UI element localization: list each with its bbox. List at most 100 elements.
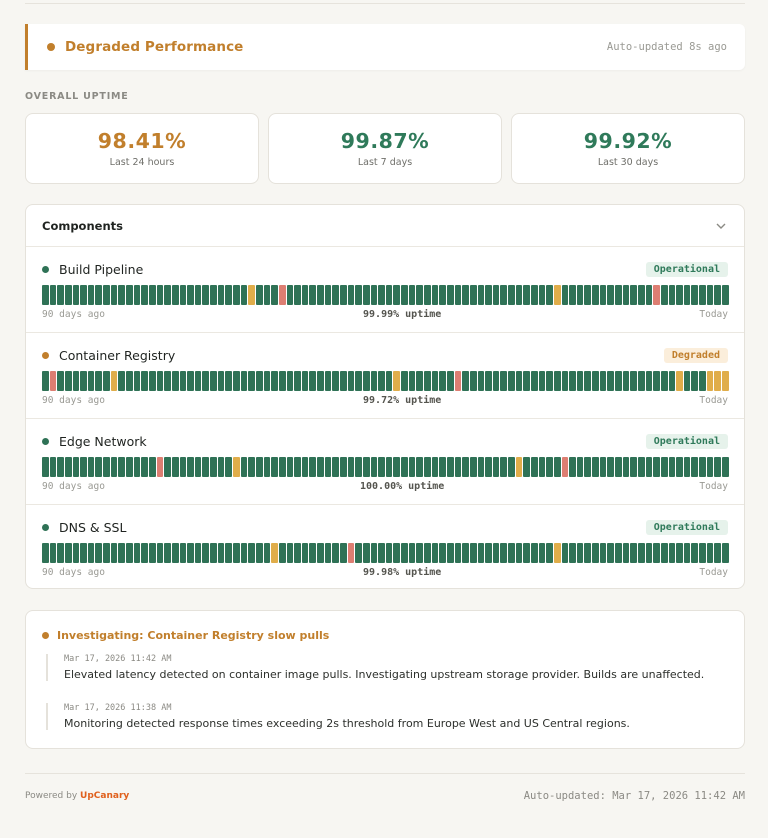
uptime-bar-up[interactable]: [569, 285, 576, 305]
uptime-bar-up[interactable]: [592, 285, 599, 305]
uptime-bar-up[interactable]: [42, 543, 49, 563]
uptime-bar-up[interactable]: [324, 457, 332, 477]
uptime-bar-up[interactable]: [431, 285, 439, 305]
uptime-bar-up[interactable]: [339, 285, 347, 305]
uptime-bar-up[interactable]: [141, 371, 148, 391]
uptime-bar-up[interactable]: [553, 457, 561, 477]
uptime-bar-up[interactable]: [546, 285, 553, 305]
uptime-bar-up[interactable]: [286, 285, 294, 305]
uptime-bar-up[interactable]: [332, 371, 339, 391]
uptime-bar-up[interactable]: [691, 543, 699, 563]
uptime-bar-up[interactable]: [278, 543, 286, 563]
uptime-bar-up[interactable]: [194, 371, 202, 391]
uptime-bar-up[interactable]: [637, 457, 645, 477]
uptime-bar-up[interactable]: [240, 285, 248, 305]
uptime-bar-up[interactable]: [103, 285, 110, 305]
uptime-bar-up[interactable]: [485, 285, 492, 305]
uptime-bar-degraded[interactable]: [553, 543, 561, 563]
uptime-bar-up[interactable]: [110, 543, 118, 563]
uptime-bar-up[interactable]: [385, 457, 393, 477]
uptime-bar-up[interactable]: [424, 457, 431, 477]
uptime-bar-up[interactable]: [706, 543, 714, 563]
uptime-bar-up[interactable]: [225, 543, 233, 563]
uptime-bar-up[interactable]: [500, 543, 508, 563]
uptime-bar-up[interactable]: [668, 457, 676, 477]
uptime-bar-up[interactable]: [462, 543, 469, 563]
uptime-bar-up[interactable]: [263, 543, 271, 563]
uptime-bar-up[interactable]: [309, 457, 317, 477]
uptime-bar-up[interactable]: [64, 371, 72, 391]
uptime-bar-up[interactable]: [286, 543, 294, 563]
uptime-bar-up[interactable]: [103, 457, 110, 477]
uptime-bar-up[interactable]: [416, 457, 424, 477]
uptime-bar-up[interactable]: [607, 371, 615, 391]
uptime-bar-up[interactable]: [508, 543, 515, 563]
uptime-bar-up[interactable]: [546, 543, 553, 563]
uptime-bar-up[interactable]: [469, 543, 477, 563]
uptime-bar-up[interactable]: [233, 543, 240, 563]
uptime-bar-up[interactable]: [355, 371, 362, 391]
uptime-bar-up[interactable]: [187, 285, 194, 305]
uptime-bar-up[interactable]: [87, 543, 95, 563]
uptime-bar-up[interactable]: [309, 371, 317, 391]
uptime-bar-up[interactable]: [576, 285, 584, 305]
uptime-bar-up[interactable]: [80, 371, 87, 391]
uptime-bar-degraded[interactable]: [515, 457, 523, 477]
uptime-bar-up[interactable]: [202, 285, 210, 305]
uptime-bar-up[interactable]: [332, 285, 339, 305]
uptime-bar-up[interactable]: [637, 371, 645, 391]
uptime-bar-degraded[interactable]: [271, 543, 278, 563]
uptime-bar-up[interactable]: [263, 371, 271, 391]
uptime-bar-up[interactable]: [255, 285, 263, 305]
uptime-bar-up[interactable]: [607, 457, 615, 477]
uptime-bar-up[interactable]: [355, 457, 362, 477]
uptime-bar-up[interactable]: [72, 543, 80, 563]
uptime-bar-degraded[interactable]: [706, 371, 714, 391]
uptime-bar-up[interactable]: [645, 457, 653, 477]
uptime-bar-degraded[interactable]: [233, 457, 240, 477]
uptime-bar-up[interactable]: [294, 457, 301, 477]
uptime-bar-up[interactable]: [454, 457, 462, 477]
uptime-bar-degraded[interactable]: [393, 371, 401, 391]
uptime-bar-up[interactable]: [431, 457, 439, 477]
uptime-bar-up[interactable]: [233, 285, 240, 305]
uptime-bar-up[interactable]: [531, 457, 538, 477]
uptime-bar-up[interactable]: [271, 457, 278, 477]
uptime-bar-up[interactable]: [126, 371, 133, 391]
uptime-bar-up[interactable]: [454, 285, 462, 305]
uptime-bar-up[interactable]: [95, 543, 103, 563]
uptime-bar-up[interactable]: [240, 457, 248, 477]
uptime-bar-up[interactable]: [561, 371, 569, 391]
uptime-bar-up[interactable]: [615, 285, 622, 305]
uptime-bar-up[interactable]: [538, 457, 546, 477]
uptime-bar-outage[interactable]: [653, 285, 660, 305]
uptime-bar-up[interactable]: [64, 543, 72, 563]
uptime-bar-up[interactable]: [141, 285, 148, 305]
uptime-bar-up[interactable]: [576, 457, 584, 477]
uptime-bar-up[interactable]: [347, 371, 355, 391]
uptime-bar-up[interactable]: [118, 457, 126, 477]
uptime-bar-outage[interactable]: [347, 543, 355, 563]
uptime-bar-up[interactable]: [80, 285, 87, 305]
uptime-bar-up[interactable]: [485, 543, 492, 563]
uptime-bar-up[interactable]: [683, 285, 691, 305]
uptime-bar-up[interactable]: [217, 543, 225, 563]
uptime-bar-up[interactable]: [42, 457, 49, 477]
uptime-bar-up[interactable]: [462, 371, 469, 391]
uptime-bar-up[interactable]: [416, 371, 424, 391]
uptime-bar-up[interactable]: [194, 285, 202, 305]
uptime-bar-up[interactable]: [171, 371, 179, 391]
uptime-bar-up[interactable]: [370, 457, 378, 477]
uptime-bar-up[interactable]: [569, 543, 576, 563]
uptime-bar-up[interactable]: [469, 285, 477, 305]
uptime-bar-up[interactable]: [133, 285, 141, 305]
uptime-bar-up[interactable]: [431, 371, 439, 391]
uptime-bar-outage[interactable]: [49, 371, 57, 391]
uptime-bar-up[interactable]: [477, 285, 485, 305]
uptime-bar-up[interactable]: [171, 457, 179, 477]
uptime-bar-up[interactable]: [263, 285, 271, 305]
uptime-bar-up[interactable]: [64, 457, 72, 477]
uptime-bar-up[interactable]: [706, 285, 714, 305]
uptime-bar-up[interactable]: [355, 543, 362, 563]
uptime-bar-up[interactable]: [202, 543, 210, 563]
